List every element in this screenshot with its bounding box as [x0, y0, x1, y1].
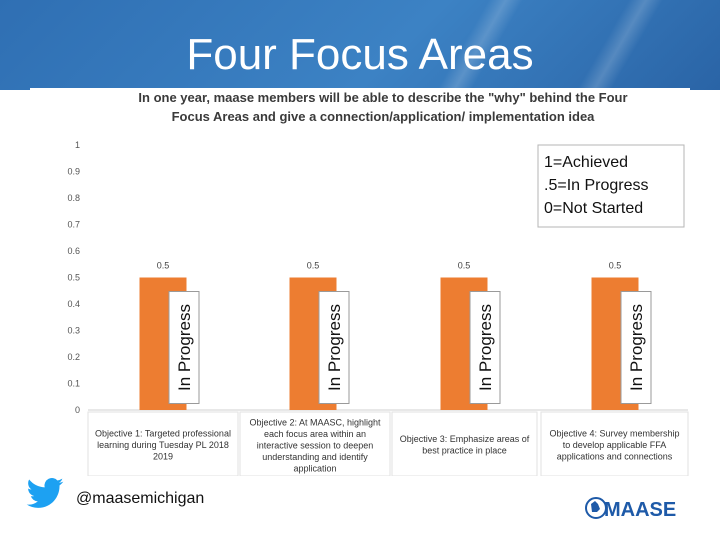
legend-entry: .5=In Progress — [544, 177, 649, 194]
bar-annotation: In Progress — [476, 304, 495, 391]
y-tick-label: 0 — [75, 405, 80, 415]
y-tick-label: 0.7 — [67, 220, 80, 230]
bar-annotation-box — [469, 291, 501, 404]
category-label-box — [391, 411, 538, 476]
chart-container: In one year, maase members will be able … — [30, 88, 690, 476]
bar-annotation-box — [318, 291, 350, 404]
twitter-bird-icon — [26, 478, 64, 508]
category-label: Objective 1: Targeted professional learni… — [95, 429, 231, 462]
legend-box — [537, 144, 685, 228]
y-tick-label: 0.2 — [67, 352, 80, 362]
data-label: 0.5 — [157, 261, 170, 271]
category-label: Objective 2: At MAASC, highlight each foc… — [249, 418, 381, 474]
y-tick-label: 0.8 — [67, 193, 80, 203]
data-label: 0.5 — [609, 261, 622, 271]
category-label-box — [239, 411, 391, 476]
bar-annotation-box — [620, 291, 652, 404]
maase-logo: MAASE — [585, 497, 676, 521]
chart-title: In one year, maase members will be able … — [138, 90, 627, 124]
legend-entry: 1=Achieved — [544, 154, 628, 171]
y-tick-label: 0.5 — [67, 273, 80, 283]
slide-title: Four Focus Areas — [186, 30, 534, 79]
y-tick-label: 1 — [75, 140, 80, 150]
twitter-handle: @maasemichigan — [76, 490, 205, 507]
banner-stripe — [560, 0, 680, 90]
banner-stripe — [420, 0, 540, 90]
category-label-box — [87, 411, 239, 476]
bar-chart: In one year, maase members will be able … — [67, 90, 689, 476]
legend-entry: 0=Not Started — [544, 200, 643, 217]
bar-annotation: In Progress — [325, 304, 344, 391]
svg-text:MAASE: MAASE — [604, 499, 676, 521]
category-label: Objective 4: Survey membership to develop… — [549, 429, 679, 462]
category-label: Objective 3: Emphasize areas of best prac… — [400, 434, 530, 456]
y-tick-label: 0.6 — [67, 246, 80, 256]
bar-annotation: In Progress — [175, 304, 194, 391]
bar-annotation: In Progress — [627, 304, 646, 391]
y-tick-label: 0.1 — [67, 379, 80, 389]
bar-annotation-box — [168, 291, 200, 404]
title-banner — [0, 0, 720, 90]
y-tick-label: 0.9 — [67, 167, 80, 177]
y-tick-label: 0.4 — [67, 299, 80, 309]
category-label-box — [540, 411, 689, 476]
y-tick-label: 0.3 — [67, 326, 80, 336]
data-label: 0.5 — [458, 261, 471, 271]
data-label: 0.5 — [307, 261, 320, 271]
